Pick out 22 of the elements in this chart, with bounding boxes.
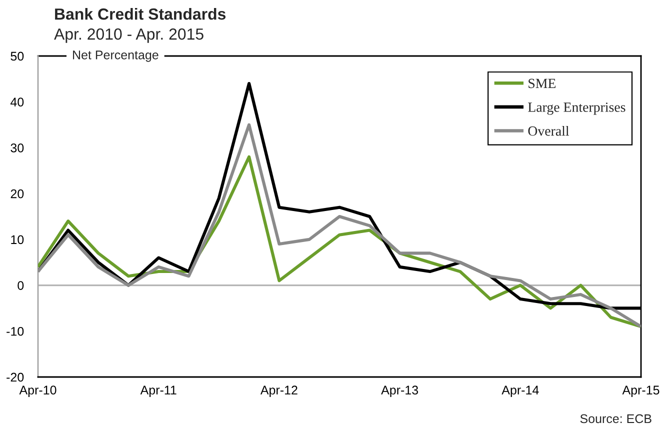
y-tick-label: 20 (10, 189, 24, 198)
x-tick-label: Apr-14 (502, 386, 539, 397)
chart-title: Bank Credit Standards (55, 8, 226, 20)
y-tick-label: -10 (6, 326, 24, 336)
chart-subtitle: Apr. 2010 - Apr. 2015 (54, 28, 204, 43)
y-tick-label: 50 (10, 52, 24, 61)
y-tick-label: -20 (6, 372, 24, 382)
y-tick-label: 30 (10, 144, 24, 152)
legend-label: SME (528, 78, 556, 88)
source-note: Source: ECB (580, 414, 652, 424)
line-series (38, 123, 641, 328)
x-tick-label: Apr-15 (622, 386, 660, 397)
legend-label: Overall (528, 126, 570, 136)
x-tick-label: Apr-10 (19, 386, 56, 397)
x-tick-label: Apr-12 (260, 386, 298, 397)
y-tick-label: 10 (11, 235, 24, 244)
x-tick-label: Apr-13 (381, 386, 418, 397)
y-tick-label: 0 (18, 281, 24, 290)
legend-label: Large Enterprises (528, 102, 626, 115)
y-axis-title: Net Percentage (73, 50, 158, 62)
y-tick-label: 40 (10, 98, 24, 107)
x-tick-label: Apr-11 (140, 386, 176, 397)
